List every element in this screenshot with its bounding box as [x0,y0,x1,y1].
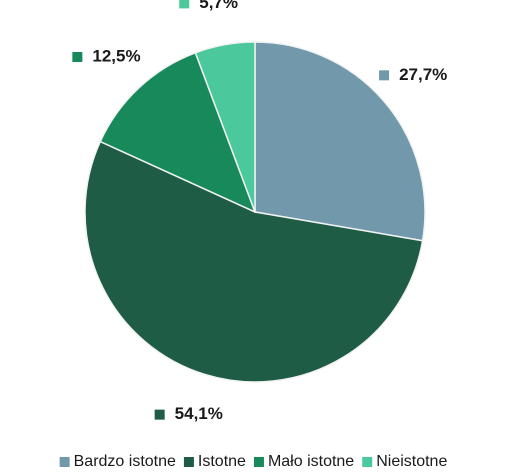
pie-slice [99,51,257,214]
legend-label: Nieistotne [376,453,447,470]
pie-slice [194,41,256,213]
legend-label: Mało istotne [268,453,354,470]
data-label: 5,7% [199,0,238,12]
legend-label: Bardzo istotne [74,453,176,470]
label-swatch [179,0,190,9]
legend-swatch [362,457,373,467]
label-swatch [72,52,83,63]
pie-slice [254,41,426,242]
data-label: 54,1% [175,404,223,423]
legend-swatch [183,457,194,467]
data-label: 12,5% [92,46,140,65]
data-label: 27,7% [399,65,447,84]
legend-label: Istotne [198,453,246,470]
pie-slice [84,140,424,383]
legend-swatch [253,457,264,467]
legend-swatch [59,457,70,467]
label-swatch [379,70,390,81]
label-swatch [154,409,165,420]
